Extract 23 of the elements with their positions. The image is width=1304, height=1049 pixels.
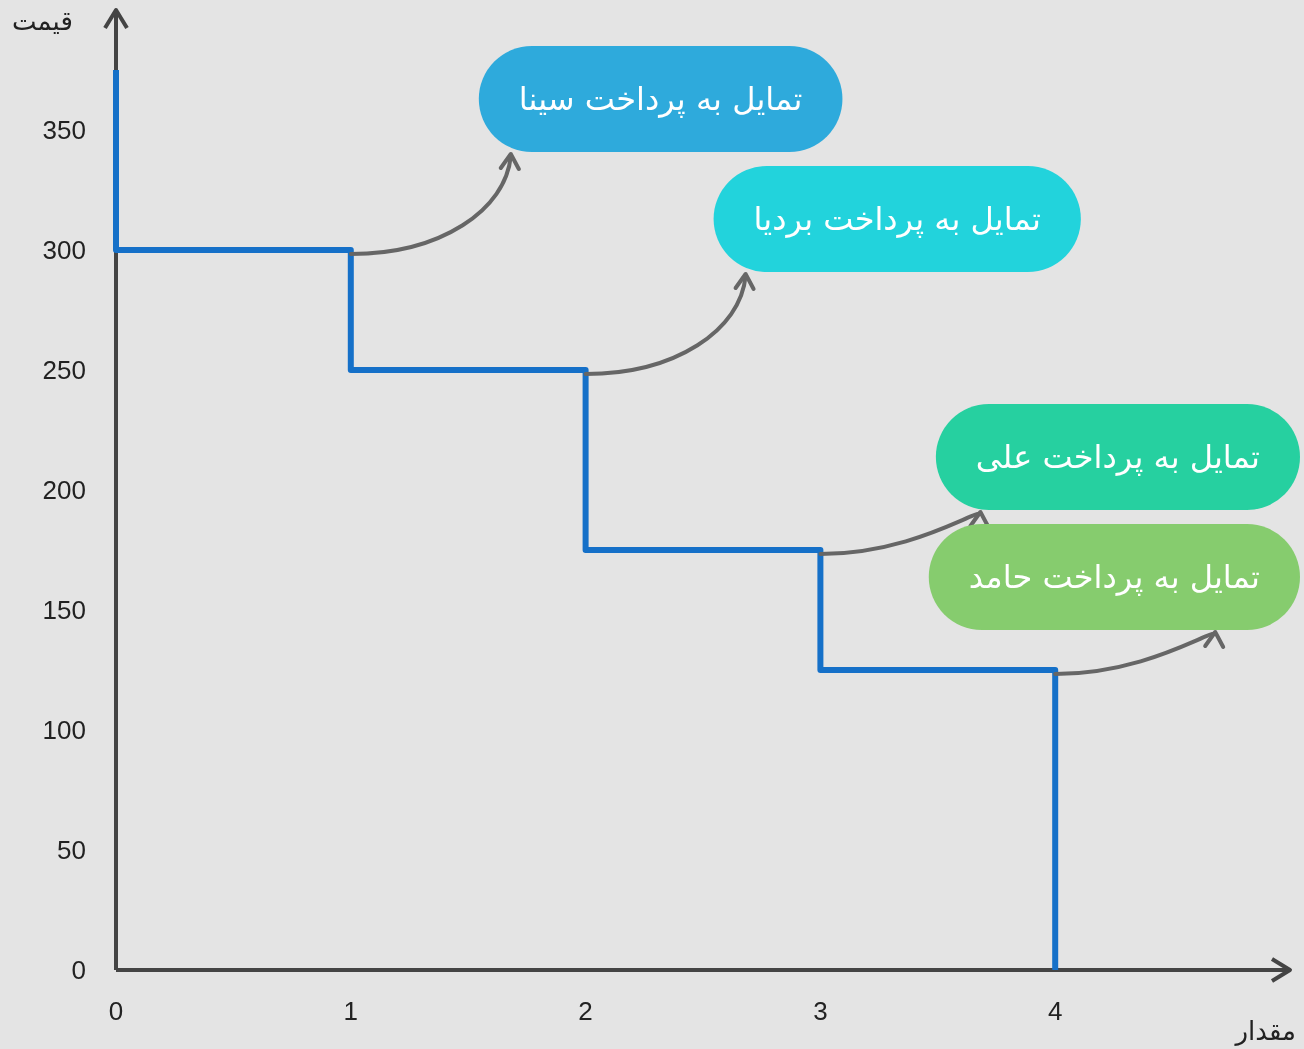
y-tick-label: 50: [57, 835, 86, 865]
x-tick-label: 1: [343, 996, 359, 1026]
annotation: تمایل به پرداخت علی: [935, 404, 1300, 510]
y-tick-label: 300: [42, 235, 86, 265]
x-tick-label: 0: [108, 996, 124, 1026]
y-axis-title: قیمت: [12, 6, 73, 36]
x-tick-label: 4: [1047, 996, 1063, 1026]
x-axis-title: مقدار: [1233, 1016, 1296, 1046]
annotation: تمایل به پرداخت سینا: [478, 46, 843, 152]
annotation: تمایل به پرداخت حامد: [928, 524, 1300, 630]
y-tick-label: 350: [42, 115, 86, 145]
y-tick-label: 100: [42, 715, 86, 745]
annotation: تمایل به پرداخت علی: [975, 438, 1260, 476]
y-tick-label: 0: [71, 955, 86, 985]
x-tick-label: 2: [578, 996, 593, 1026]
y-tick-label: 200: [42, 475, 86, 505]
annotation: تمایل به پرداخت سینا: [518, 80, 803, 118]
y-tick-label: 150: [42, 595, 86, 625]
y-tick-label: 250: [42, 355, 86, 385]
annotation: تمایل به پرداخت حامد: [968, 558, 1260, 596]
annotation: تمایل به پرداخت بردیا: [713, 166, 1081, 272]
annotation: تمایل به پرداخت بردیا: [753, 200, 1041, 238]
x-tick-label: 3: [813, 996, 828, 1026]
